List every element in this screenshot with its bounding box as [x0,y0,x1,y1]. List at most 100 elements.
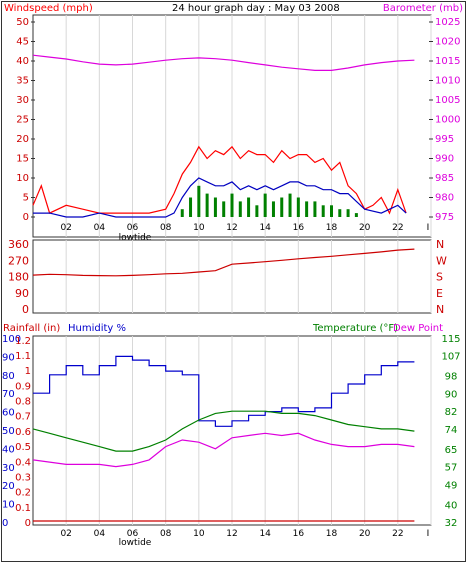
barometer-tick-label: 985 [435,173,454,184]
humidity-axis-label: Humidity % [68,323,126,334]
wind-bar [338,209,342,217]
compass-label: E [436,287,443,300]
humidity-tick-label: 30 [2,463,15,474]
direction-tick-label: 180 [8,271,29,284]
wind-tick-label: 45 [16,37,29,48]
x-tick-label: 02 [60,529,71,539]
compass-label: W [436,254,447,267]
rainfall-tick-label: 0.5 [15,442,31,453]
wind-bar [247,197,251,217]
rainfall-tick-label: 0.4 [15,457,31,468]
temperature-tick-label: 107 [441,352,460,363]
wind-bar [213,197,217,217]
wind-tick-label: 20 [16,134,29,145]
rainfall-tick-label: 1 [25,366,31,377]
wind-tide-label: lowtide [119,233,152,243]
direction-tick-label: 0 [22,303,29,316]
barometer-tick-label: 1000 [435,115,460,126]
direction-grid [65,240,432,313]
humidity-tick-label: 40 [2,444,15,455]
rainfall-tick-label: 0.1 [15,503,31,514]
wind-bar [313,201,317,217]
barometer-y-ticks: 975 980 985 990 995 1000 1005 1010 1015 1020 1025 [429,17,460,223]
rainfall-tick-label: 1.2 [15,336,31,347]
direction-series [32,248,415,277]
humidity-tick-label: 90 [2,352,15,363]
x-tick-label: 18 [326,223,338,233]
humidity-tick-label: 0 [2,518,8,529]
temperature-tick-label: 98 [445,372,458,383]
direction-tick-label: 270 [8,254,29,267]
direction-tick-label: 90 [15,287,29,300]
x-tick-label: 16 [293,529,305,539]
barometer-tick-label: 1015 [435,56,460,67]
barometer-tick-label: 975 [435,212,454,223]
humidity-line [33,355,415,427]
rainfall-tick-label: 0.3 [15,472,31,483]
x-tick-label: 12 [226,223,237,233]
wind-bar [263,193,267,217]
wind-tick-label: 10 [16,173,29,184]
x-tick-label: 02 [60,223,71,233]
temperature-tick-label: 90 [445,389,458,400]
wind-tick-label: 15 [16,154,29,165]
humidity-tick-label: 60 [2,408,15,419]
barometer-tick-label: 1010 [435,76,460,87]
wind-bar [189,197,193,217]
humidity-y-ticks: 0 10 20 30 40 50 60 70 80 90 100 [2,334,21,529]
humidity-tick-label: 10 [2,500,15,511]
barometer-line [32,54,415,71]
windspeed-line [32,145,407,215]
rainfall-tick-label: 0.2 [15,488,31,499]
wind-bar [330,205,333,217]
chart-title: 24 hour graph day : May 03 2008 [172,3,340,14]
direction-y-ticks: 360 270 180 90 0 [8,238,29,316]
wind-bar [197,185,201,217]
wind-tick-label: 0 [23,212,29,223]
direction-tick-label: 360 [8,238,29,251]
x-tick-label: 08 [160,223,172,233]
average-wind-line [33,177,407,218]
barometer-tick-label: 1005 [435,95,460,106]
humidity-tick-label: 70 [2,389,15,400]
temperature-y-ticks: 32 40 49 57 65 74 82 90 98 107 115 [441,334,460,529]
humidity-tick-label: 20 [2,481,15,492]
wind-bar [271,201,275,217]
humidity-series [32,355,415,522]
wind-bar [230,193,234,217]
rainfall-tick-label: 0.7 [15,412,31,423]
wind-series [32,54,415,218]
humidity-tick-label: 100 [2,334,21,345]
x-tick-label: 16 [293,223,305,233]
barometer-tick-label: 995 [435,134,454,145]
rainfall-tick-label: 1.1 [15,351,31,362]
humidity-x-ticks: 02 04 06 08 10 12 14 16 18 20 22 I [60,529,429,539]
rainfall-tick-label: 0.8 [15,397,31,408]
rainfall-tick-label: 0.6 [15,427,31,438]
humidity-tick-label: 50 [2,426,15,437]
x-tick-label: 04 [94,223,106,233]
x-tick-label: 20 [359,529,371,539]
temperature-tick-label: 57 [445,463,458,474]
x-tick-label: 06 [127,529,139,539]
wind-bar [354,213,358,217]
temperature-tick-label: 65 [445,445,458,456]
wind-tick-label: 50 [16,17,29,28]
wind-bar [238,201,242,217]
dewpoint-line [32,432,415,468]
temperature-line [32,410,415,452]
x-tick-label: 14 [259,529,271,539]
x-tick-label: I [427,223,430,233]
compass-label: N [436,238,444,251]
wind-tick-label: 40 [16,56,29,67]
barometer-tick-label: 1025 [435,17,460,28]
wind-bar [255,205,259,217]
wind-axis-label: Windspeed (mph) [4,3,93,14]
x-tick-label: 22 [392,223,403,233]
compass-label: N [436,303,444,316]
